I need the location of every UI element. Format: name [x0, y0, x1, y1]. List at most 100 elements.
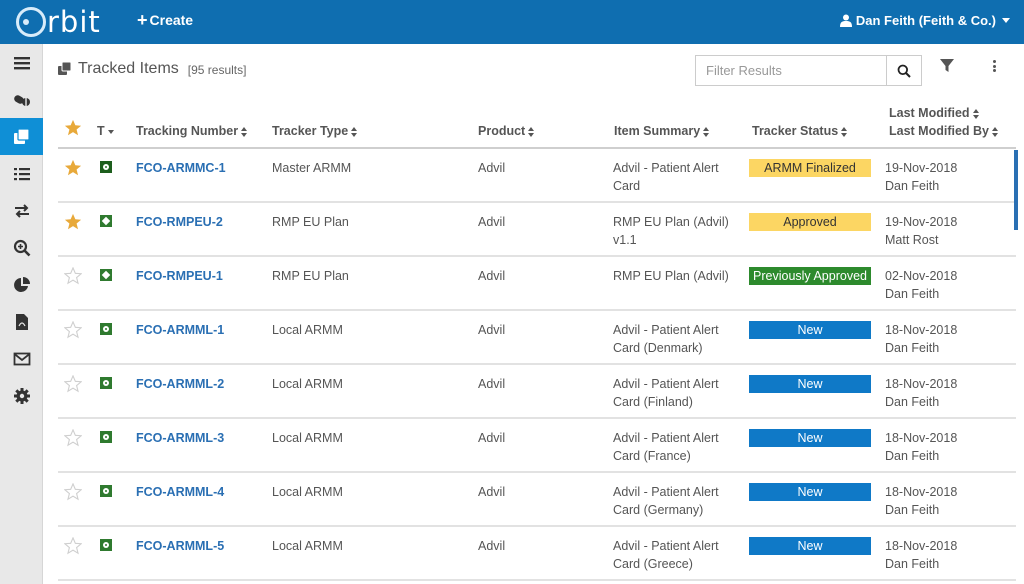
list-icon	[13, 167, 30, 180]
table-row[interactable]: FCO-ARMMC-1 Master ARMM Advil Advil - Pa…	[58, 149, 1016, 203]
column-last-modified[interactable]: Last Modified	[889, 106, 980, 120]
sort-icon	[841, 126, 848, 137]
tracking-number-link[interactable]: FCO-RMPEU-2	[136, 215, 223, 229]
tracker-type-icon	[100, 215, 112, 227]
sidebar-item-reports[interactable]	[0, 266, 43, 303]
table-row[interactable]: FCO-ARMML-5 Local ARMM Advil Advil - Pat…	[58, 527, 1016, 581]
column-label: Last Modified	[889, 106, 970, 120]
table-body: FCO-ARMMC-1 Master ARMM Advil Advil - Pa…	[58, 149, 1016, 581]
create-button[interactable]: + Create	[137, 10, 193, 30]
sidebar-item-menu[interactable]	[0, 44, 43, 81]
last-modified-cell: 18-Nov-2018 Dan Feith	[885, 377, 958, 409]
status-badge: New	[749, 375, 871, 393]
scrollbar[interactable]	[1014, 150, 1018, 230]
tracking-number-link[interactable]: FCO-RMPEU-1	[136, 269, 223, 283]
star-icon[interactable]	[64, 483, 82, 501]
item-summary-cell: RMP EU Plan (Advil) v1.1	[613, 215, 729, 247]
tracker-type-cell: RMP EU Plan	[272, 215, 349, 229]
tracker-type-icon	[100, 539, 112, 551]
item-summary-cell: RMP EU Plan (Advil)	[613, 269, 729, 283]
top-bar: rbit + Create Dan Feith (Feith & Co.)	[0, 0, 1024, 44]
user-icon	[839, 14, 852, 27]
status-badge: New	[749, 429, 871, 447]
gear-icon	[13, 387, 30, 404]
sidebar	[0, 44, 43, 584]
menu-icon	[13, 56, 30, 69]
column-label: Item Summary	[614, 124, 701, 138]
tracking-number-link[interactable]: FCO-ARMMC-1	[136, 161, 226, 175]
user-menu[interactable]: Dan Feith (Feith & Co.)	[839, 13, 1010, 28]
tracking-number-link[interactable]: FCO-ARMML-4	[136, 485, 225, 499]
status-badge: Previously Approved	[749, 267, 871, 285]
logo-text: rbit	[47, 5, 101, 39]
filter-icon[interactable]	[938, 58, 956, 74]
filter-search-button[interactable]	[886, 56, 921, 85]
tracker-type-cell: Local ARMM	[272, 431, 343, 445]
product-cell: Advil	[478, 215, 506, 229]
column-tracker-status[interactable]: Tracker Status	[752, 124, 848, 138]
tracked-items-icon	[58, 62, 72, 75]
sidebar-item-tracked-items[interactable]	[0, 118, 43, 155]
status-badge: New	[749, 321, 871, 339]
product-cell: Advil	[478, 377, 506, 391]
star-column-icon[interactable]	[64, 119, 82, 137]
sort-icon	[703, 126, 710, 137]
sidebar-item-settings[interactable]	[0, 377, 43, 414]
sidebar-item-search[interactable]	[0, 229, 43, 266]
search-zoom-icon	[13, 239, 30, 256]
column-item-summary[interactable]: Item Summary	[614, 124, 710, 138]
column-type-label: T	[97, 124, 105, 138]
star-icon[interactable]	[64, 537, 82, 555]
filter-input[interactable]	[696, 56, 886, 85]
last-modified-cell: 18-Nov-2018 Dan Feith	[885, 323, 958, 355]
table-row[interactable]: FCO-RMPEU-1 RMP EU Plan Advil RMP EU Pla…	[58, 257, 1016, 311]
tracking-number-link[interactable]: FCO-ARMML-3	[136, 431, 225, 445]
star-icon[interactable]	[64, 375, 82, 393]
tracking-number-link[interactable]: FCO-ARMML-1	[136, 323, 225, 337]
tracking-number-link[interactable]: FCO-ARMML-2	[136, 377, 225, 391]
pie-chart-icon	[13, 276, 30, 292]
sidebar-item-list[interactable]	[0, 155, 43, 192]
star-icon[interactable]	[64, 159, 82, 177]
status-badge: New	[749, 537, 871, 555]
sidebar-item-messages[interactable]	[0, 340, 43, 377]
table-row[interactable]: FCO-ARMML-3 Local ARMM Advil Advil - Pat…	[58, 419, 1016, 473]
table-row[interactable]: FCO-ARMML-2 Local ARMM Advil Advil - Pat…	[58, 365, 1016, 419]
column-last-modified-by[interactable]: Last Modified By	[889, 124, 999, 138]
transfer-icon	[14, 203, 29, 218]
table-row[interactable]: FCO-ARMML-1 Local ARMM Advil Advil - Pat…	[58, 311, 1016, 365]
column-type[interactable]: T	[97, 124, 114, 138]
sidebar-item-products[interactable]	[0, 81, 43, 118]
column-product[interactable]: Product	[478, 124, 535, 138]
item-summary-cell: Advil - Patient Alert Card (Germany)	[613, 485, 719, 517]
last-modified-cell: 18-Nov-2018 Dan Feith	[885, 485, 958, 517]
status-badge: New	[749, 483, 871, 501]
tracking-number-link[interactable]: FCO-ARMML-5	[136, 539, 225, 553]
column-label: Last Modified By	[889, 124, 990, 138]
product-cell: Advil	[478, 431, 506, 445]
star-icon[interactable]	[64, 429, 82, 447]
table-row[interactable]: FCO-ARMML-4 Local ARMM Advil Advil - Pat…	[58, 473, 1016, 527]
star-icon[interactable]	[64, 267, 82, 285]
tracker-type-icon	[100, 485, 112, 497]
page-title: Tracked Items	[78, 60, 179, 77]
more-options-icon[interactable]	[988, 58, 1000, 74]
orbit-logo[interactable]: rbit	[16, 4, 101, 40]
sidebar-item-documents[interactable]	[0, 303, 43, 340]
plus-icon: +	[137, 10, 148, 30]
product-cell: Advil	[478, 485, 506, 499]
sidebar-item-transfer[interactable]	[0, 192, 43, 229]
column-tracking-number[interactable]: Tracking Number	[136, 124, 248, 138]
column-label: Tracker Type	[272, 124, 349, 138]
item-summary-cell: Advil - Patient Alert Card (Greece)	[613, 539, 719, 571]
table-row[interactable]: FCO-RMPEU-2 RMP EU Plan Advil RMP EU Pla…	[58, 203, 1016, 257]
tracker-type-icon	[100, 269, 112, 281]
star-icon[interactable]	[64, 213, 82, 231]
sort-icon	[992, 126, 999, 137]
chevron-down-icon	[107, 129, 114, 134]
column-tracker-type[interactable]: Tracker Type	[272, 124, 358, 138]
star-icon[interactable]	[64, 321, 82, 339]
chevron-down-icon	[1002, 18, 1010, 23]
tracker-type-cell: Local ARMM	[272, 485, 343, 499]
product-cell: Advil	[478, 269, 506, 283]
